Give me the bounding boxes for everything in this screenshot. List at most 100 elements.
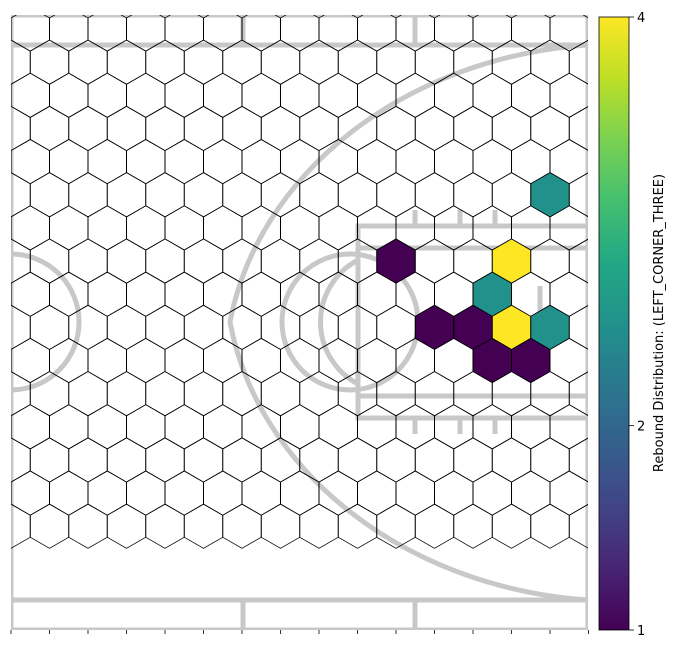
hex-bin [491, 437, 532, 483]
hex-bin [260, 172, 301, 218]
colorbar-gradient [599, 17, 629, 630]
hex-bin [203, 139, 243, 185]
colorbar-tick-label: 4 [637, 11, 645, 26]
hex-bin [106, 437, 147, 483]
hex-bin [568, 39, 588, 85]
hex-bin [29, 105, 70, 152]
court-line [355, 245, 588, 399]
hex-bin [11, 481, 12, 505]
hex-bin [241, 271, 281, 317]
hex-bin [11, 271, 50, 317]
hex-bin [222, 172, 262, 218]
plot-frame [10, 630, 589, 634]
hex-bin [68, 238, 108, 284]
court-line [317, 257, 360, 387]
hex-bin [280, 72, 320, 118]
hex-bin [241, 470, 281, 516]
hex-bin [11, 83, 12, 107]
hex-bin [260, 371, 301, 417]
hex-bin [164, 404, 204, 450]
hex-bin [183, 105, 224, 152]
hex-bin [49, 72, 89, 118]
hex-bin [376, 304, 416, 350]
hex-bin [106, 105, 147, 152]
hex-bin [395, 470, 435, 516]
hex-bin [11, 349, 12, 372]
hex-bin [183, 371, 224, 417]
hex-bin [164, 205, 204, 251]
hex-bin [568, 503, 588, 549]
hex-bin [414, 437, 455, 483]
hex-bin [11, 415, 12, 439]
colorbar-frame [598, 16, 630, 631]
hex-bin [568, 371, 588, 416]
hex-bin [145, 105, 185, 152]
hex-bin [414, 503, 455, 549]
hex-bin [87, 404, 127, 450]
hex-bin [49, 404, 89, 450]
hex-bin [183, 304, 224, 350]
hex-bin [68, 371, 108, 417]
hex-bin-filled [530, 172, 570, 218]
hex-bin [472, 404, 512, 450]
colorbar-label: Rebound Distribution: (LEFT_CORNER_THREE… [652, 174, 667, 472]
hex-grid [11, 15, 588, 549]
hex-bin [29, 503, 70, 549]
hex-bin [472, 72, 512, 118]
hex-bin [491, 503, 532, 549]
hex-bin [164, 470, 204, 516]
hex-bin [299, 503, 339, 549]
hex-bin [11, 337, 50, 384]
hex-bin [376, 172, 416, 218]
hex-bin [11, 304, 31, 350]
hex-bin [453, 437, 493, 483]
hex-bin [87, 205, 127, 251]
court-line [227, 42, 588, 603]
hex-bin [11, 105, 31, 152]
hex-bin [106, 172, 147, 218]
hex-bin [530, 503, 570, 549]
hex-bin [203, 470, 243, 516]
hex-bin [126, 470, 166, 516]
hex-bin [357, 139, 397, 185]
hex-bin [11, 172, 31, 218]
hex-bin [106, 371, 147, 417]
hex-bin [530, 105, 570, 152]
hex-bin [434, 404, 474, 450]
hex-bin [87, 470, 127, 516]
hex-bin [106, 238, 147, 284]
hex-bin [299, 437, 339, 483]
hex-bin [299, 105, 339, 152]
hex-bin [549, 404, 588, 450]
hex-bin [11, 238, 31, 284]
hex-bin [106, 503, 147, 549]
hex-bin [126, 139, 166, 185]
hex-bin [11, 139, 50, 185]
hex-bin [318, 404, 358, 450]
hex-bin [434, 139, 474, 185]
hex-bin-filled [414, 304, 455, 350]
hex-bin [395, 139, 435, 185]
hex-bin [183, 503, 224, 549]
hex-bin [11, 205, 50, 251]
hex-bin [491, 172, 532, 218]
hex-bin [203, 404, 243, 450]
hex-bin [29, 172, 70, 218]
hex-bin [87, 139, 127, 185]
hex-bin [511, 404, 551, 450]
hex-bin [11, 72, 50, 118]
hex-bin [357, 404, 397, 450]
hex-bin [260, 503, 301, 549]
hex-bin [49, 139, 89, 185]
hex-bin [260, 105, 301, 152]
hex-bin [11, 150, 12, 174]
hex-bin [318, 72, 358, 118]
hex-bin [164, 139, 204, 185]
colorbar-tick-label: 1 [637, 624, 645, 639]
hex-bin [299, 371, 339, 417]
hex-bin [568, 437, 588, 483]
hex-bin [145, 371, 185, 417]
hex-bin [11, 503, 31, 549]
hex-bin [299, 172, 339, 218]
